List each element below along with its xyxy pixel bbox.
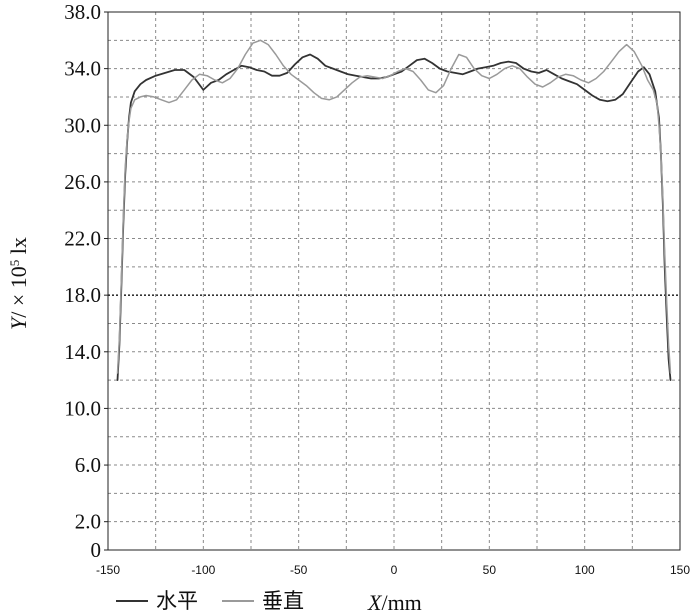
- y-tick-label: 6.0: [75, 453, 101, 477]
- x-tick-label: 100: [575, 563, 595, 577]
- y-tick-label: 30.0: [64, 113, 101, 137]
- y-tick-label: 34.0: [64, 57, 101, 81]
- y-tick-label: 14.0: [64, 340, 101, 364]
- y-axis-exponent: 5: [7, 260, 22, 267]
- x-axis-unit: /mm: [381, 590, 421, 613]
- y-tick-labels: 0 2.0 6.0 10.0 14.0 18.0 22.0 26.0 30.0 34.0 38.0: [64, 0, 108, 562]
- y-axis-unit: / × 10: [6, 266, 31, 318]
- y-tick-label: 38.0: [64, 0, 101, 24]
- y-tick-label: 22.0: [64, 227, 101, 251]
- y-tick-label: 18.0: [64, 283, 101, 307]
- x-tick-labels: -150 -100 -50 0 50 100 150: [96, 563, 690, 577]
- x-tick-label: -50: [290, 563, 308, 577]
- x-tick-label: 0: [391, 563, 398, 577]
- y-tick-label: 26.0: [64, 170, 101, 194]
- y-tick-label: 10.0: [64, 396, 101, 420]
- y-tick-label: 2.0: [75, 510, 101, 534]
- legend: 水平 垂直: [116, 589, 304, 613]
- y-axis-unit-lx: lx: [6, 237, 31, 260]
- x-axis-label: X/mm: [367, 590, 422, 613]
- plot-background: [108, 12, 680, 550]
- grid: [108, 12, 680, 550]
- x-axis-var: X: [367, 590, 383, 613]
- y-axis-var: Y: [6, 315, 31, 330]
- x-tick-label: -100: [191, 563, 215, 577]
- legend-label-vertical: 垂直: [262, 589, 304, 613]
- y-axis-label: Y/ × 105 lx: [6, 237, 31, 330]
- series-line-horizontal: [116, 53, 672, 381]
- legend-label-horizontal: 水平: [156, 589, 198, 613]
- series-layer: [116, 39, 672, 381]
- series-line-vertical: [116, 39, 672, 374]
- x-tick-label: -150: [96, 563, 120, 577]
- x-tick-label: 150: [670, 563, 690, 577]
- plot-frame: [107, 11, 681, 551]
- x-tick-label: 50: [483, 563, 497, 577]
- y-tick-label: 0: [91, 538, 102, 562]
